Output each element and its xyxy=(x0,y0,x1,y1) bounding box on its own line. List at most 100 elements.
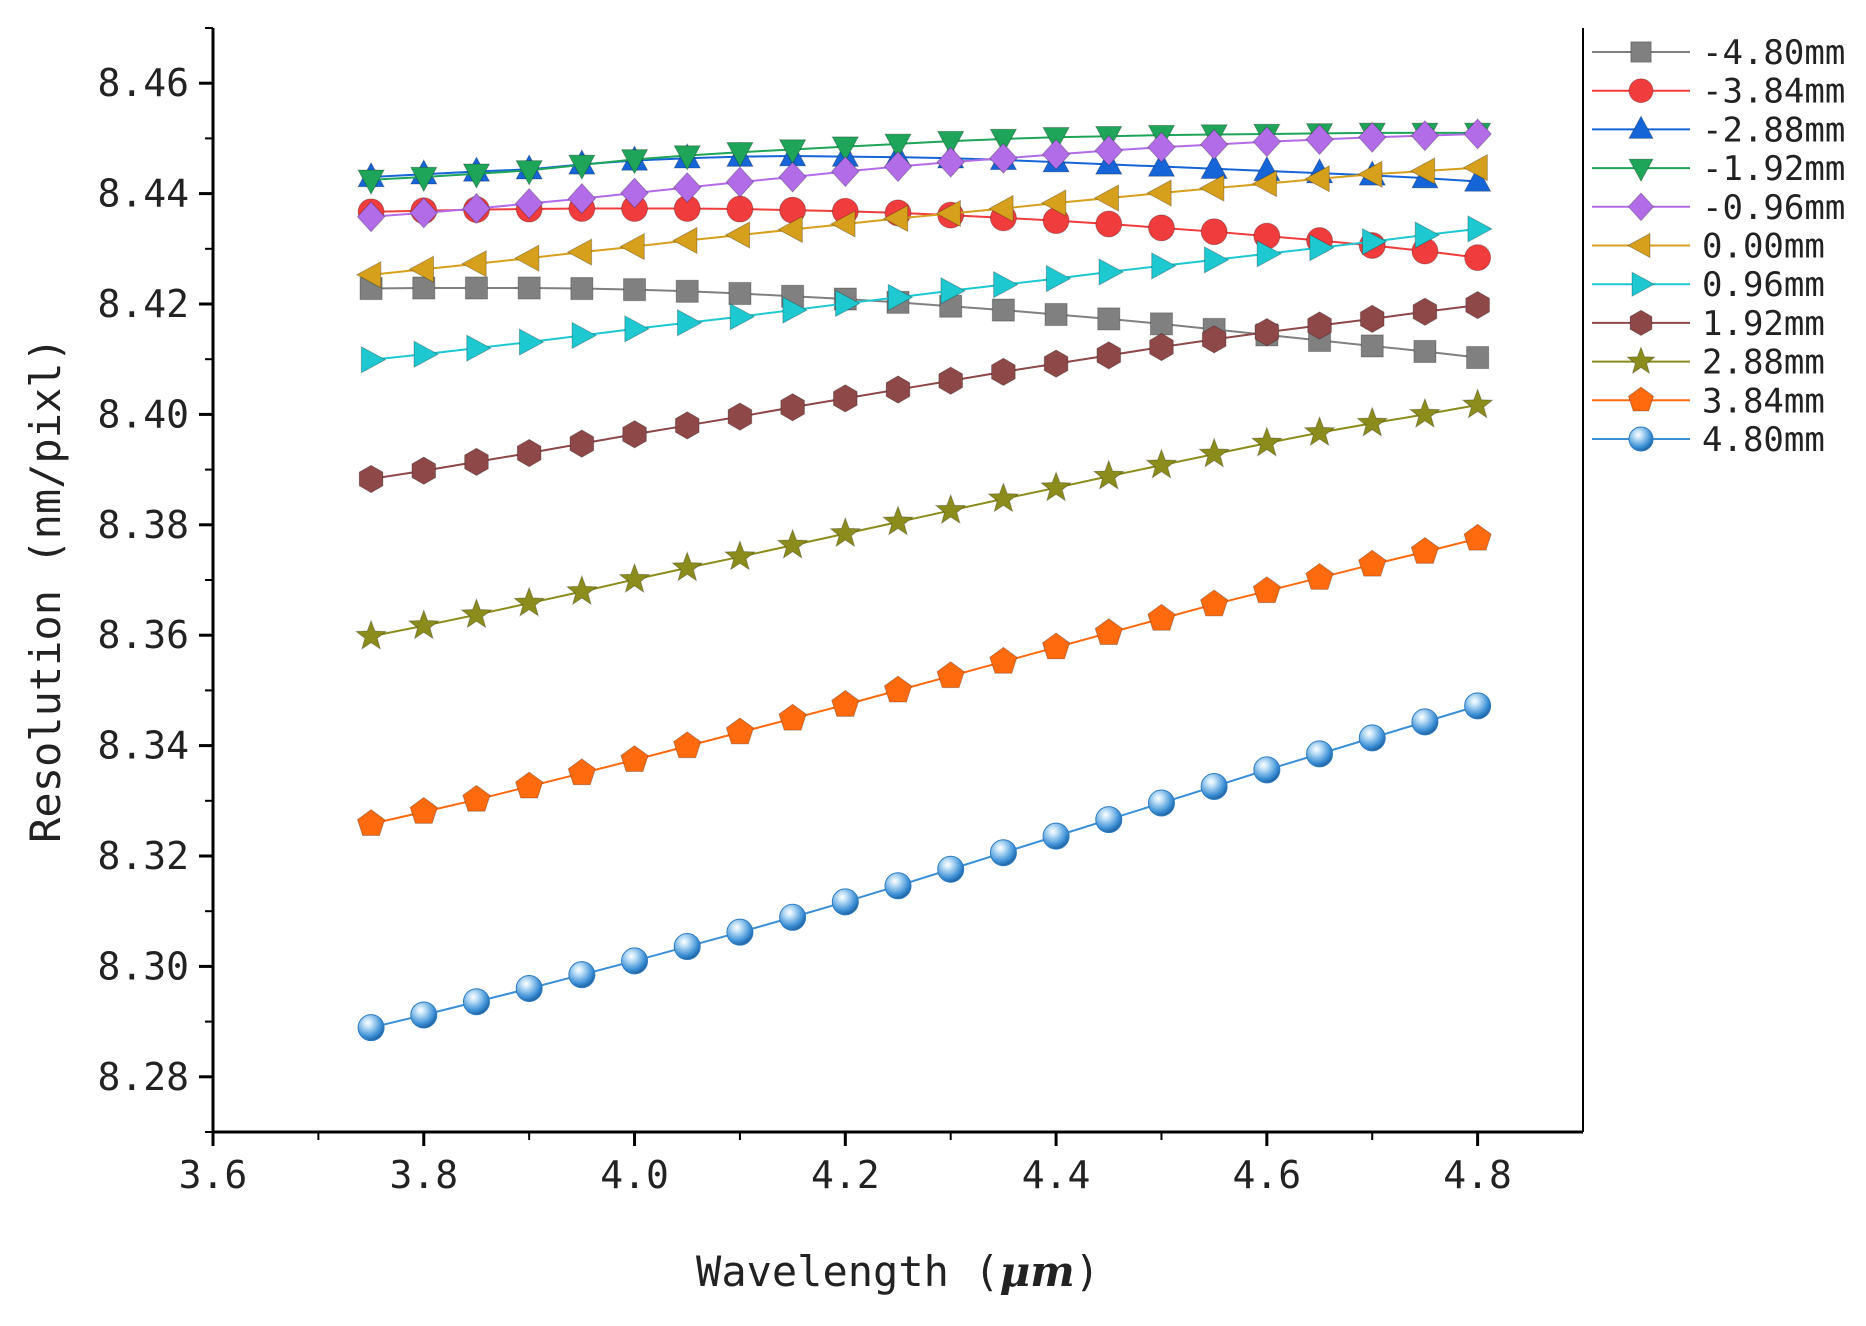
legend-label: -3.84mm xyxy=(1702,72,1845,112)
series-0.96mm xyxy=(360,215,1493,374)
data-point xyxy=(1467,215,1493,243)
data-point xyxy=(1200,772,1228,800)
data-point xyxy=(462,192,491,225)
data-point xyxy=(410,1001,438,1029)
data-point xyxy=(466,334,492,362)
y-tick-label: 8.30 xyxy=(97,944,189,988)
data-point xyxy=(567,758,597,786)
series-line xyxy=(370,304,1478,480)
data-point xyxy=(622,278,647,302)
data-point xyxy=(565,574,599,606)
data-point xyxy=(464,447,489,477)
data-point xyxy=(408,255,435,284)
legend-marker xyxy=(1627,192,1655,222)
data-point xyxy=(671,226,698,255)
data-point xyxy=(1151,252,1177,280)
data-point xyxy=(1094,618,1123,646)
data-point xyxy=(937,855,965,883)
x-axis-title-unit: μm xyxy=(999,1247,1074,1296)
data-point xyxy=(355,260,382,289)
data-point xyxy=(618,562,651,594)
data-point xyxy=(1094,134,1124,167)
data-point xyxy=(940,276,967,305)
legend-label: 4.80mm xyxy=(1702,420,1825,460)
series--0.96mm xyxy=(356,118,1492,233)
data-point xyxy=(831,888,859,916)
y-tick-label: 8.38 xyxy=(97,503,189,547)
data-point xyxy=(1409,157,1436,185)
y-tick-label: 8.44 xyxy=(97,172,189,216)
legend-label: 0.00mm xyxy=(1702,227,1825,267)
legend-item: -0.96mm xyxy=(1592,188,1845,228)
data-point xyxy=(1040,189,1067,217)
data-point xyxy=(462,163,491,190)
data-point xyxy=(517,276,541,300)
data-point xyxy=(409,796,438,824)
data-point xyxy=(1095,210,1123,238)
data-point xyxy=(1098,258,1125,286)
data-point xyxy=(726,195,754,223)
x-tick-label: 3.6 xyxy=(179,1153,248,1197)
series-line xyxy=(371,131,1478,181)
data-point xyxy=(887,283,914,312)
x-tick-label: 4.0 xyxy=(600,1153,669,1197)
x-tick-label: 3.8 xyxy=(389,1153,458,1197)
legend-marker xyxy=(1630,41,1652,63)
data-point xyxy=(1305,562,1334,590)
data-point xyxy=(620,177,649,209)
data-point xyxy=(1146,179,1172,207)
data-point xyxy=(725,717,755,745)
data-point xyxy=(1201,325,1227,354)
legend-marker xyxy=(1627,386,1655,412)
data-point xyxy=(620,149,649,175)
data-point xyxy=(987,481,1020,513)
data-point xyxy=(1254,317,1280,347)
data-point xyxy=(358,464,384,494)
data-point xyxy=(515,160,543,186)
data-point xyxy=(674,411,700,440)
data-point xyxy=(1307,311,1332,340)
series-3.84mm xyxy=(356,523,1492,837)
data-point xyxy=(1357,121,1387,153)
data-point xyxy=(938,366,964,395)
data-point xyxy=(1252,126,1282,158)
data-point xyxy=(1092,459,1125,491)
series-1.92mm xyxy=(358,290,1490,494)
legend-label: -2.88mm xyxy=(1702,110,1845,150)
legend-marker xyxy=(1625,345,1657,375)
data-point xyxy=(1306,740,1334,768)
data-point xyxy=(513,244,540,273)
legend-item: -1.92mm xyxy=(1592,149,1845,189)
data-point xyxy=(936,661,965,689)
data-point xyxy=(512,586,546,617)
data-point xyxy=(569,429,595,458)
legend-label: -4.80mm xyxy=(1702,33,1845,73)
data-point xyxy=(884,133,912,160)
series-line xyxy=(370,537,1478,825)
y-axis-title: Resolution (nm/pixl) xyxy=(21,337,70,843)
series-line xyxy=(371,207,1478,259)
data-point xyxy=(1462,153,1488,182)
data-point xyxy=(1147,789,1175,817)
data-point xyxy=(1200,218,1228,246)
x-axis-title-close: ) xyxy=(1075,1247,1100,1296)
data-point xyxy=(621,947,649,975)
y-tick-label: 8.32 xyxy=(97,834,189,878)
data-point xyxy=(1198,174,1225,202)
x-tick-label: 4.4 xyxy=(1022,1153,1091,1197)
data-point xyxy=(1309,233,1335,262)
legend-label: 0.96mm xyxy=(1702,265,1825,305)
data-point xyxy=(1359,304,1385,334)
data-point xyxy=(1464,692,1492,720)
y-tick-label: 8.34 xyxy=(97,724,189,768)
y-tick-label: 8.28 xyxy=(97,1055,189,1099)
data-point xyxy=(1358,549,1387,577)
data-point xyxy=(1042,822,1070,850)
data-point xyxy=(726,918,754,946)
data-point xyxy=(991,298,1015,322)
data-point xyxy=(676,308,703,337)
data-point xyxy=(989,839,1017,867)
data-point xyxy=(675,279,699,303)
legend-item: 0.00mm xyxy=(1592,227,1825,267)
data-point xyxy=(1410,536,1440,564)
